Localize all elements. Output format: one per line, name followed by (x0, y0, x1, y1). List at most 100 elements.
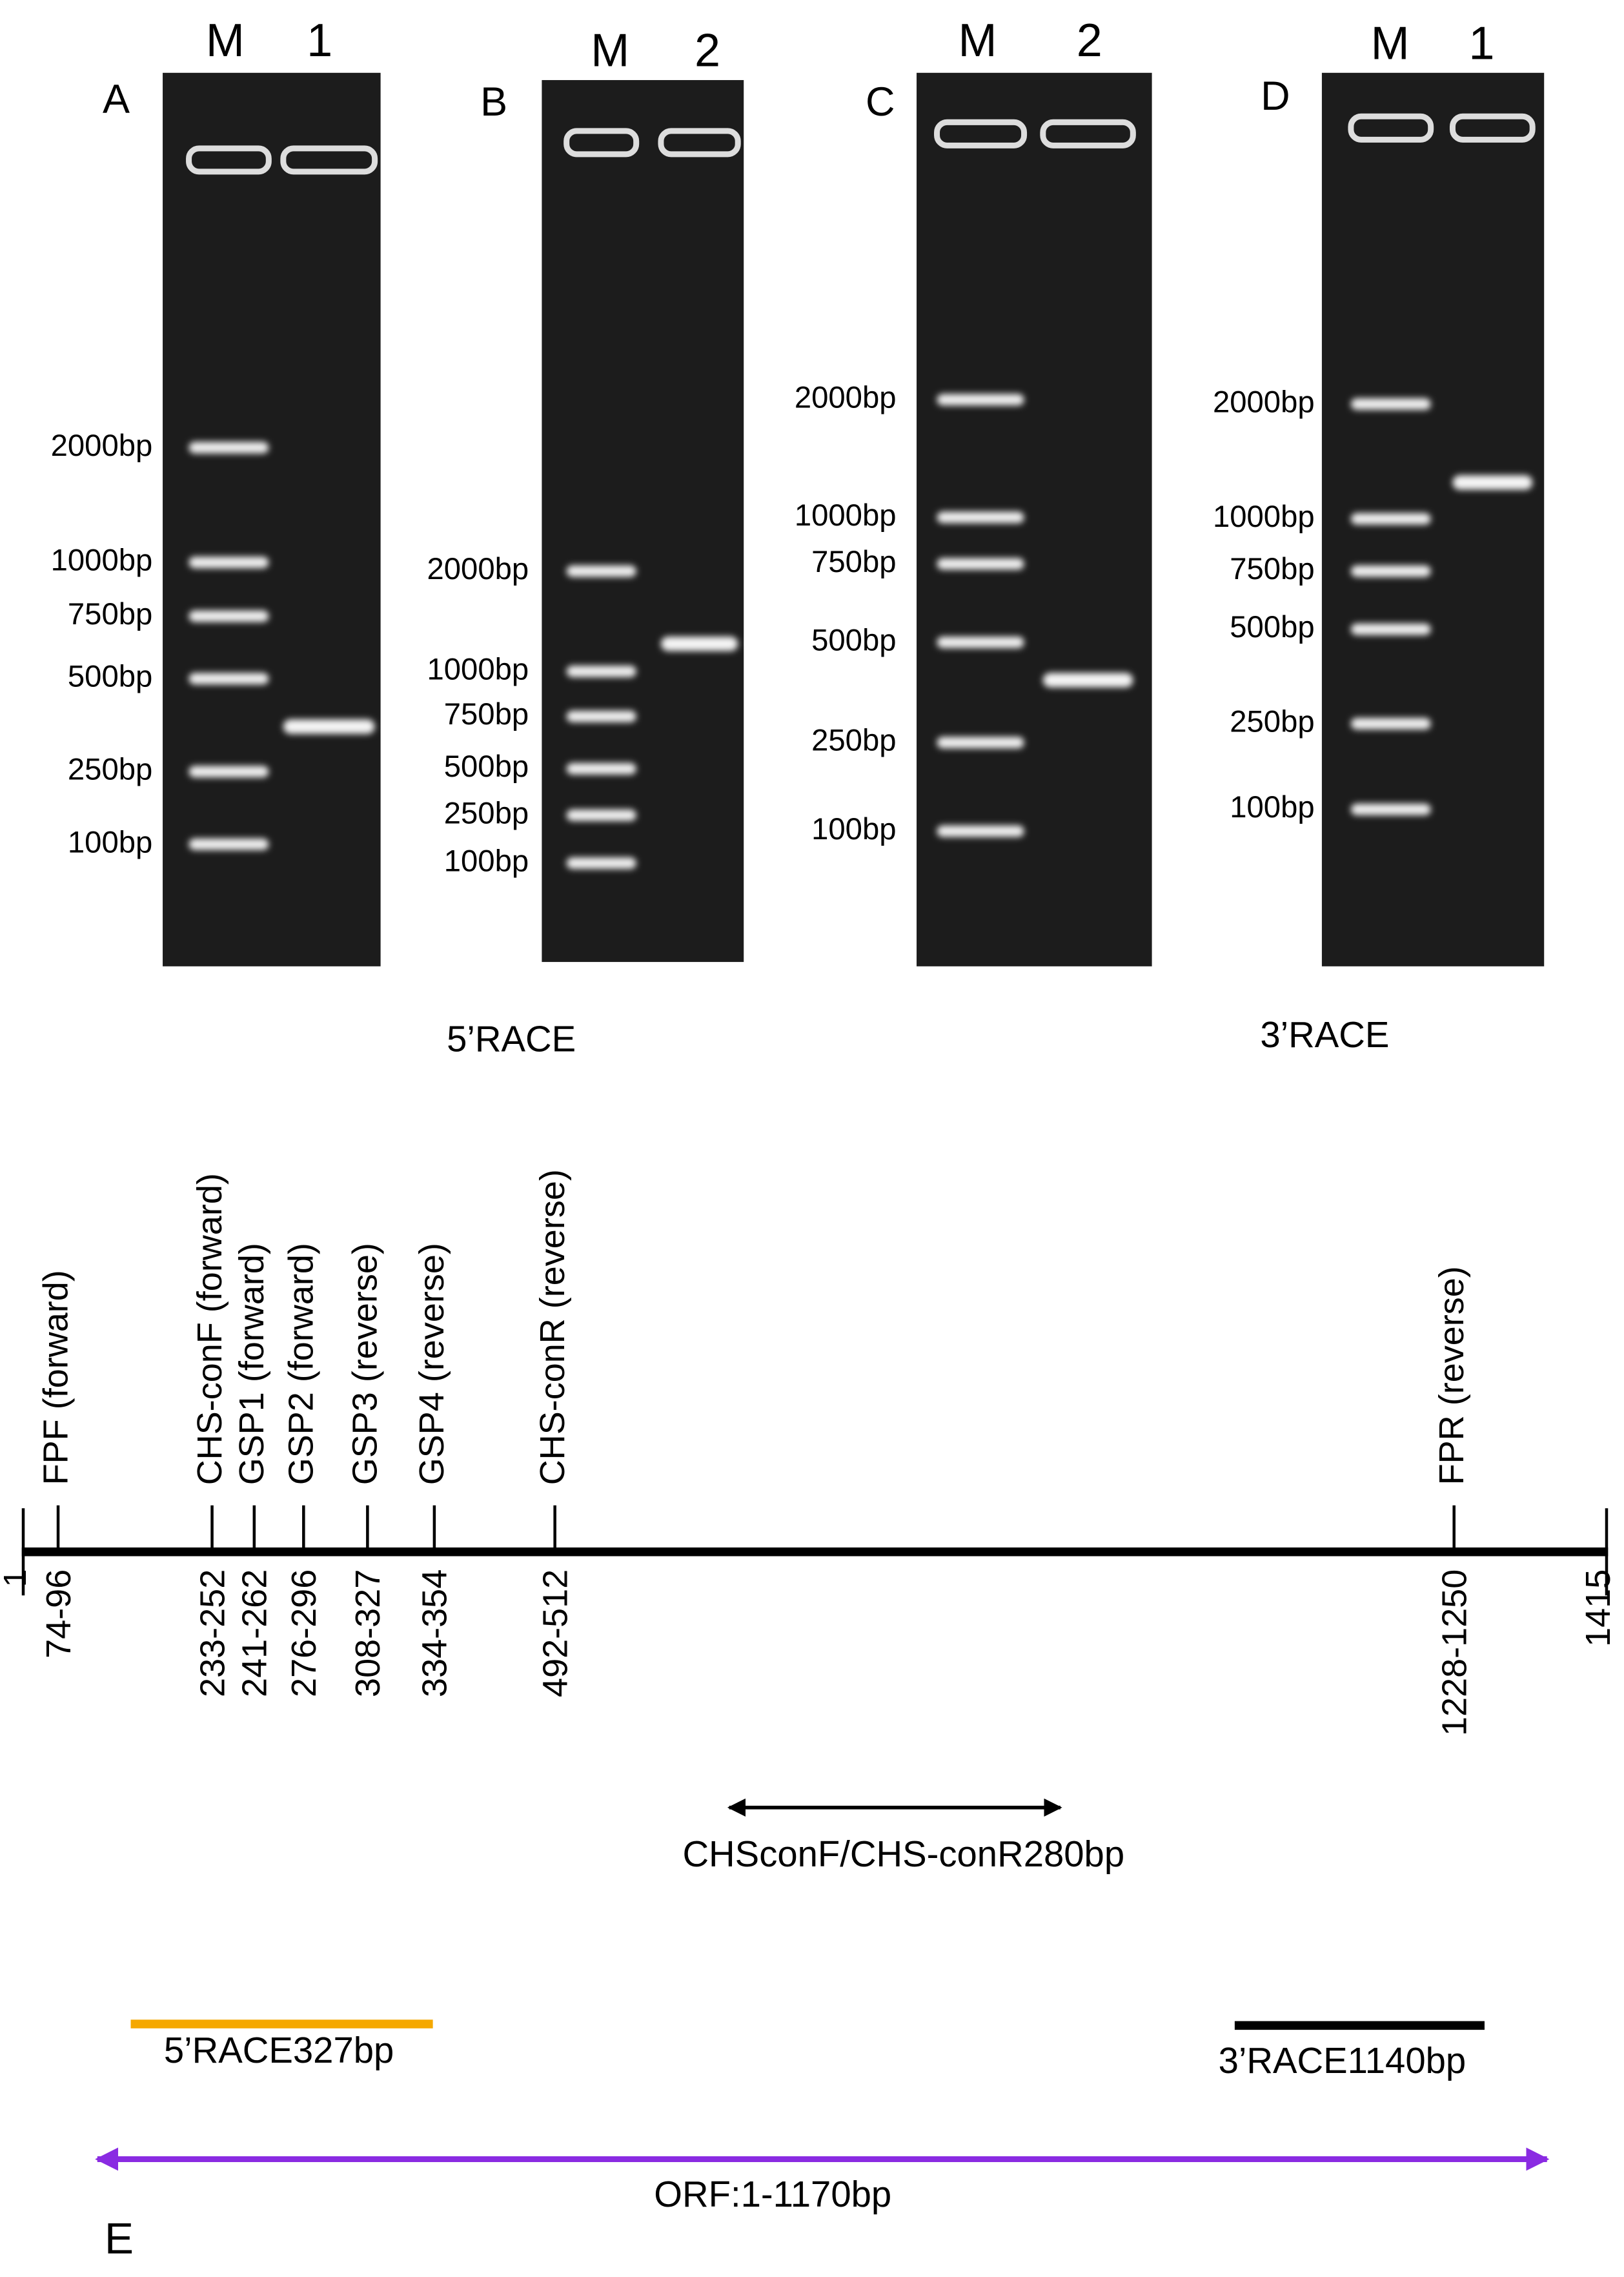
marker-band (1350, 565, 1431, 577)
primer-name: GSP4 (reverse) (412, 1243, 451, 1485)
primer-name: GSP1 (forward) (232, 1243, 271, 1485)
marker-band (188, 766, 269, 778)
primer-position: 1228-1250 (1435, 1569, 1474, 1736)
panel-label: A (103, 76, 130, 121)
primer-position: 74-96 (39, 1569, 78, 1659)
primer-position: 241-262 (236, 1569, 274, 1697)
marker-band (566, 809, 636, 821)
start-position: 1 (0, 1569, 33, 1588)
marker-band (937, 558, 1024, 570)
marker-band (1350, 398, 1431, 410)
marker-band (188, 442, 269, 454)
primer-name: FPR (reverse) (1432, 1266, 1471, 1485)
sample-band (1042, 673, 1133, 688)
marker-band (937, 737, 1024, 749)
marker-label: 2000bp (51, 429, 153, 463)
primer-position: 308-327 (349, 1569, 387, 1697)
sample-band (1452, 475, 1533, 490)
marker-label: 750bp (811, 545, 896, 579)
primer-name: GSP2 (forward) (282, 1243, 321, 1485)
marker-label: 1000bp (51, 544, 153, 578)
panel-label: C (866, 79, 895, 125)
group-label: 5’RACE (447, 1019, 576, 1059)
sample-band (283, 719, 375, 734)
marker-band (937, 394, 1024, 406)
well (934, 119, 1028, 148)
panel-label: E (105, 2215, 134, 2263)
primer-name: CHS-conF (forward) (190, 1173, 229, 1485)
marker-band (566, 565, 636, 577)
well (1348, 113, 1434, 143)
marker-label: 750bp (1230, 552, 1314, 586)
marker-label: 250bp (1230, 704, 1314, 739)
marker-label: 2000bp (427, 552, 529, 586)
sample-band (660, 636, 738, 651)
marker-label: 250bp (68, 753, 152, 787)
primer-position: 492-512 (536, 1569, 574, 1697)
product-label: 5’RACE327bp (164, 2030, 394, 2070)
marker-label: 100bp (444, 844, 529, 879)
product-label: ORF:1-1170bp (654, 2174, 891, 2214)
well (186, 145, 272, 175)
primer-name: GSP3 (reverse) (346, 1243, 385, 1485)
marker-band (188, 673, 269, 685)
marker-band (188, 838, 269, 850)
well (1040, 119, 1136, 148)
primer-name: CHS-conR (reverse) (533, 1169, 572, 1485)
marker-label: 250bp (444, 796, 529, 830)
marker-band (1350, 623, 1431, 635)
lane-label: 1 (1468, 17, 1494, 69)
gel (163, 72, 381, 966)
marker-band (188, 610, 269, 622)
panel-label: B (480, 79, 507, 125)
marker-label: 500bp (68, 660, 152, 694)
marker-band (937, 511, 1024, 524)
marker-label: 750bp (444, 697, 529, 731)
marker-label: 1000bp (427, 652, 529, 686)
marker-label: 250bp (811, 724, 896, 758)
marker-label: 2000bp (795, 381, 897, 415)
well (563, 128, 640, 158)
marker-label: 1000bp (1213, 500, 1315, 534)
product-label: CHSconF/CHS-conR280bp (682, 1833, 1124, 1874)
primer-position: 334-354 (416, 1569, 454, 1697)
well (658, 128, 741, 158)
marker-label: 100bp (811, 812, 896, 846)
marker-band (188, 556, 269, 569)
product-label: 3’RACE1140bp (1219, 2040, 1467, 2081)
well (1449, 113, 1536, 143)
marker-band (566, 665, 636, 677)
marker-band (566, 762, 636, 775)
marker-band (937, 636, 1024, 648)
primer-position: 233-252 (193, 1569, 232, 1697)
marker-label: 500bp (1230, 610, 1314, 644)
primer-name: FPF (forward) (36, 1270, 75, 1485)
lane-label: 1 (307, 15, 332, 66)
lane-label: M (959, 15, 997, 66)
panel-label: D (1261, 74, 1290, 119)
primer-position: 276-296 (285, 1569, 323, 1697)
marker-band (937, 825, 1024, 837)
marker-band (566, 857, 636, 870)
marker-label: 500bp (444, 750, 529, 784)
lane-label: 2 (695, 25, 720, 77)
lane-label: 2 (1077, 15, 1102, 66)
marker-label: 750bp (68, 597, 152, 631)
marker-band (566, 710, 636, 722)
marker-label: 100bp (1230, 790, 1314, 824)
marker-label: 500bp (811, 623, 896, 657)
lane-label: M (206, 15, 245, 66)
lane-label: M (1371, 17, 1410, 69)
marker-band (1350, 513, 1431, 525)
end-position: 1415 (1579, 1569, 1618, 1647)
gel (542, 80, 744, 963)
marker-label: 1000bp (795, 498, 897, 533)
marker-band (1350, 717, 1431, 730)
lane-label: M (591, 25, 629, 77)
marker-band (1350, 803, 1431, 815)
marker-label: 100bp (68, 825, 152, 859)
marker-label: 2000bp (1213, 385, 1315, 419)
group-label: 3’RACE (1260, 1014, 1389, 1055)
